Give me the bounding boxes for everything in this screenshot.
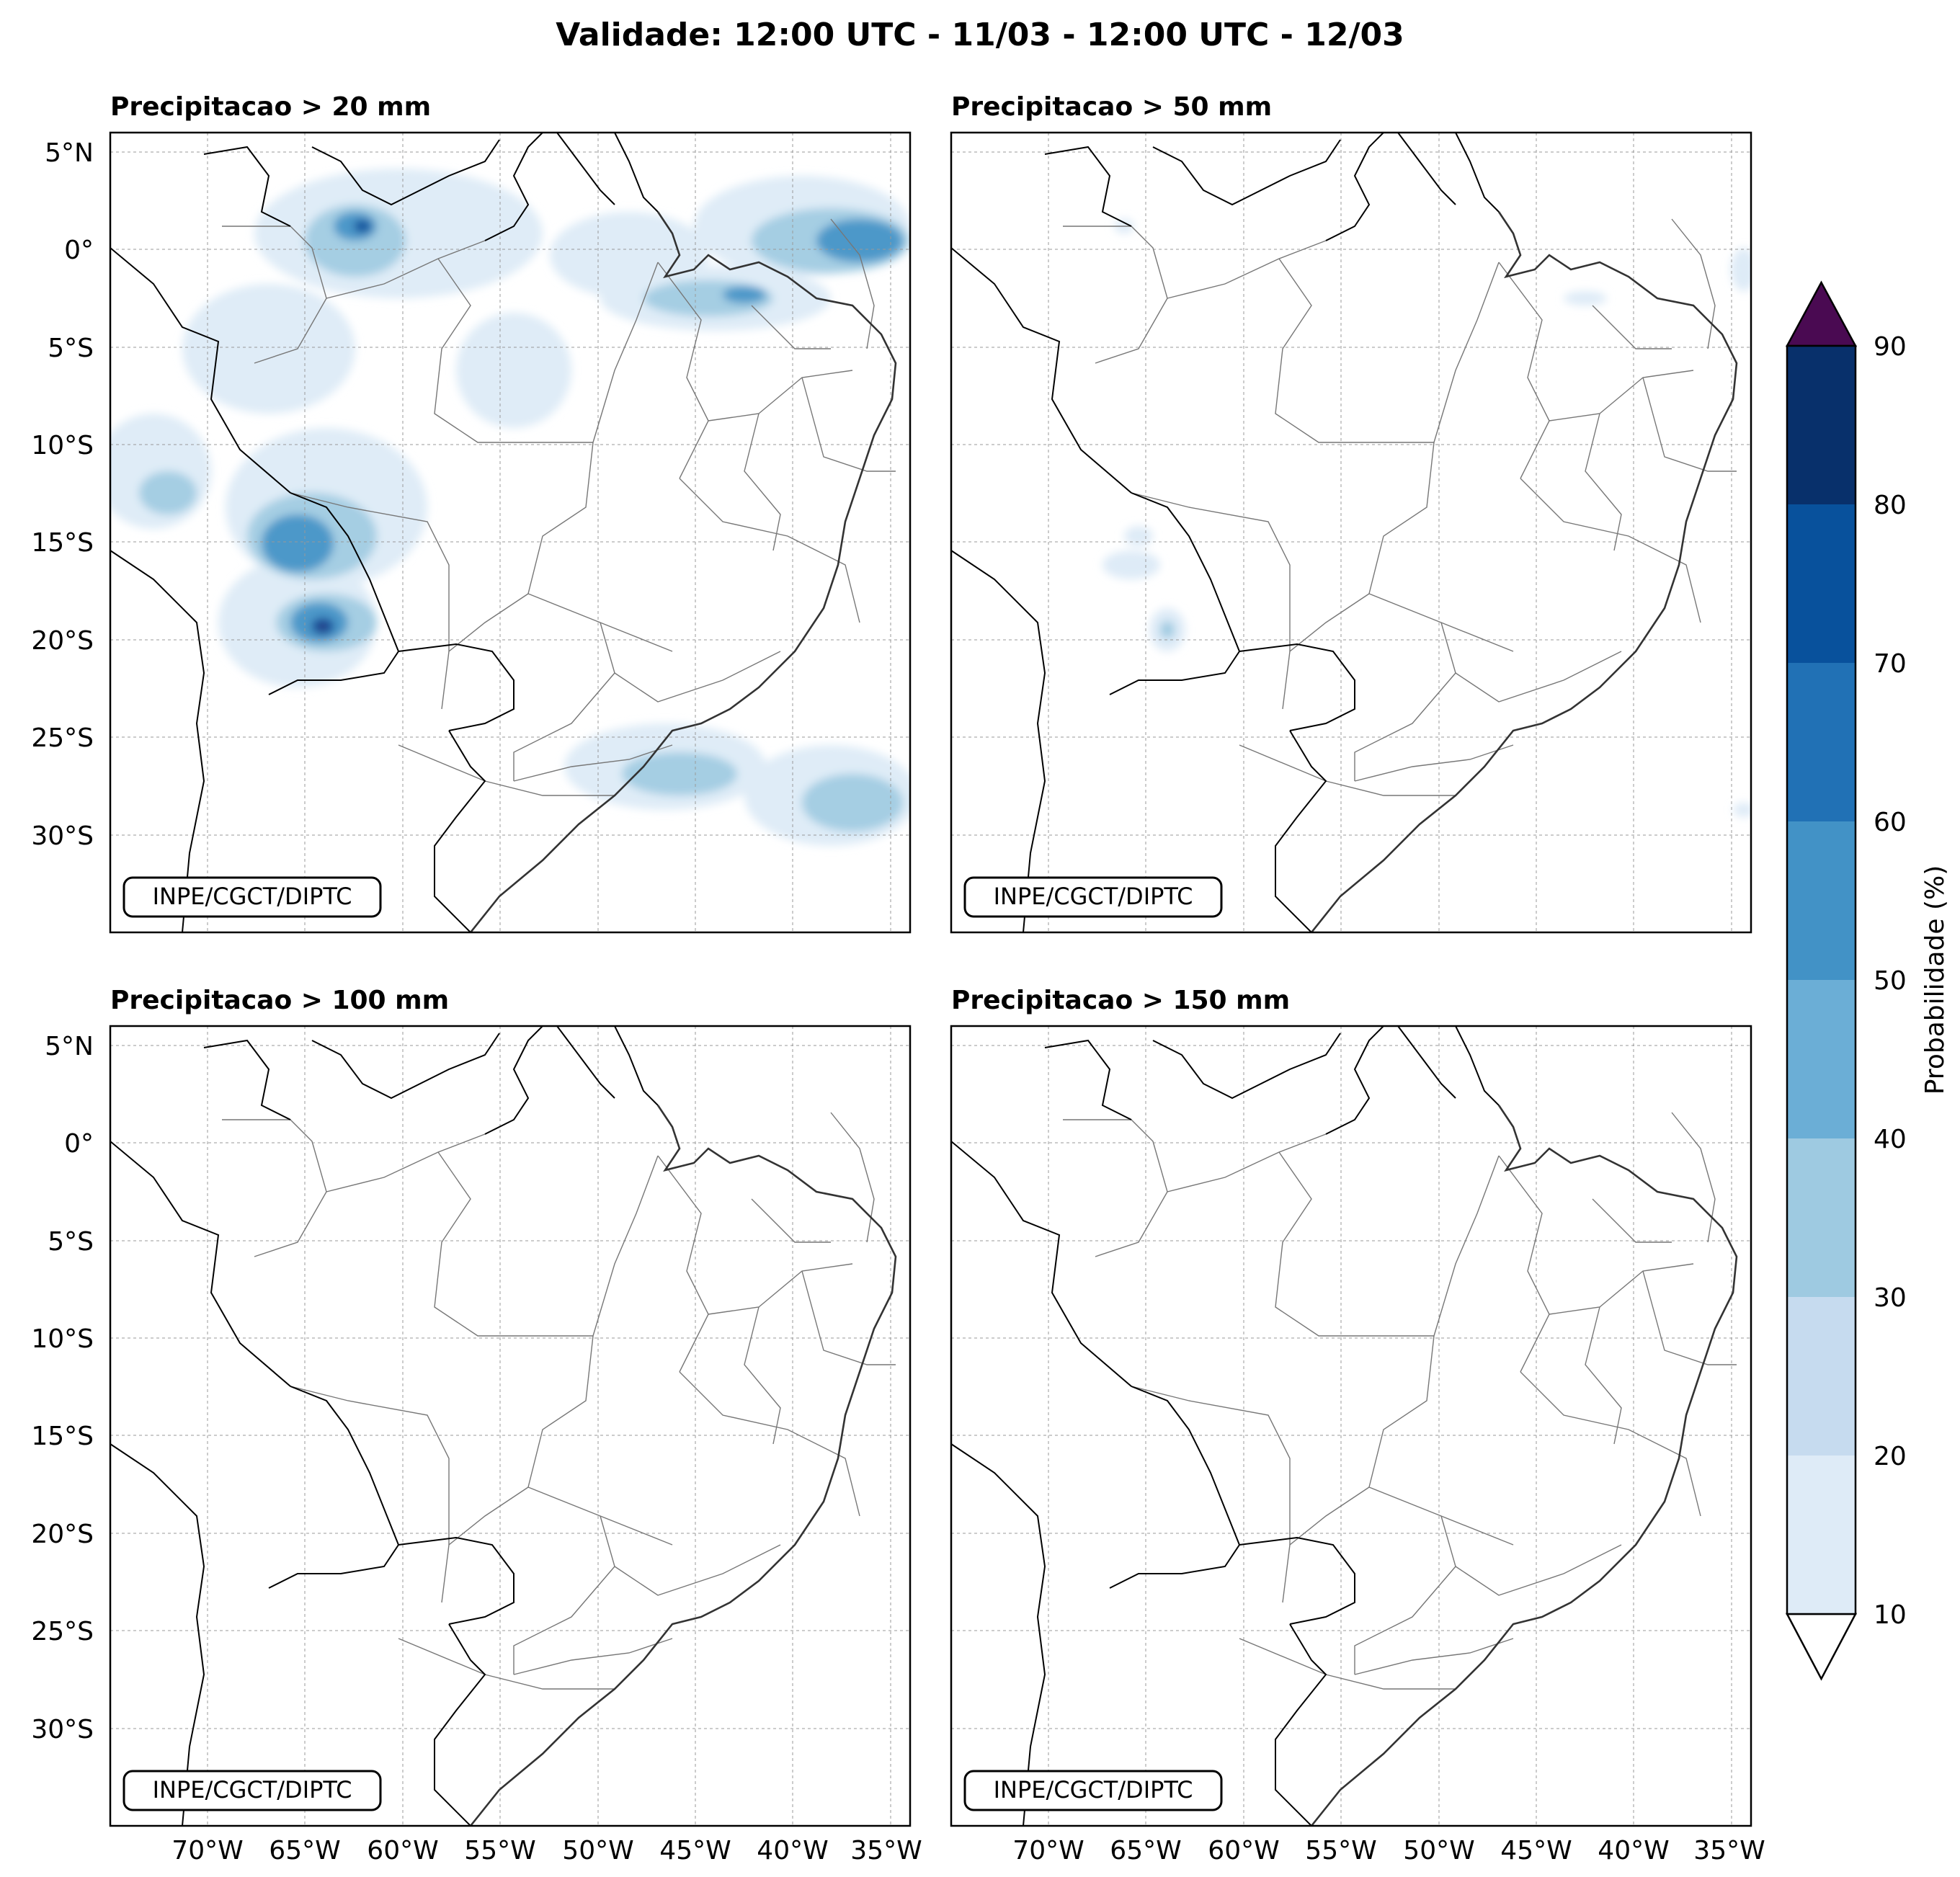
lat-tick-label: 20°S bbox=[31, 626, 94, 656]
lon-tick-label: 55°W bbox=[464, 1836, 535, 1865]
credit-box bbox=[963, 1770, 1223, 1811]
lat-tick-label: 25°S bbox=[31, 723, 94, 753]
lon-tick-label: 60°W bbox=[1208, 1836, 1279, 1865]
probability-field bbox=[110, 133, 910, 932]
lat-tick-label: 10°S bbox=[31, 431, 94, 460]
lon-tick-label: 65°W bbox=[269, 1836, 340, 1865]
colorbar-band bbox=[1787, 821, 1856, 980]
map-frame bbox=[950, 1025, 1752, 1827]
panel-title: Precipitacao > 100 mm bbox=[110, 986, 449, 1015]
colorbar-tick-label: 60 bbox=[1874, 808, 1907, 837]
probability-field bbox=[110, 1026, 910, 1826]
lat-tick-label: 30°S bbox=[31, 1715, 94, 1744]
lon-tick-label: 45°W bbox=[659, 1836, 731, 1865]
colorbar-tick-label: 30 bbox=[1874, 1283, 1907, 1313]
lon-tick-label: 70°W bbox=[1012, 1836, 1084, 1865]
lon-tick-label: 35°W bbox=[1693, 1836, 1765, 1865]
figure-title: Validade: 12:00 UTC - 11/03 - 12:00 UTC … bbox=[556, 17, 1404, 53]
colorbar-band bbox=[1787, 1455, 1856, 1614]
credit-box bbox=[122, 1770, 382, 1811]
panel-precip-150mm: Precipitacao > 150 mm INPE/CGCT/DIPTC 70… bbox=[950, 986, 1765, 1865]
lat-axis: 5°N 0° 5°S 10°S 15°S 20°S 25°S 30°S bbox=[31, 138, 94, 851]
colorbar-tick-label: 80 bbox=[1874, 491, 1907, 520]
colorbar-tick-label: 90 bbox=[1874, 332, 1907, 362]
colorbar-band bbox=[1787, 663, 1856, 821]
map-frame bbox=[950, 131, 1752, 934]
colorbar-band bbox=[1787, 1297, 1856, 1455]
lat-tick-label: 30°S bbox=[31, 821, 94, 851]
lon-tick-label: 45°W bbox=[1500, 1836, 1572, 1865]
credit-text: INPE/CGCT/DIPTC bbox=[153, 883, 352, 910]
lon-axis: 70°W 65°W 60°W 55°W 50°W 45°W 40°W 35°W bbox=[1012, 1836, 1765, 1865]
lat-tick-label: 5°S bbox=[48, 334, 94, 363]
colorbar-tick-label: 70 bbox=[1874, 649, 1907, 679]
lon-tick-label: 40°W bbox=[1598, 1836, 1669, 1865]
panel-title: Precipitacao > 50 mm bbox=[951, 92, 1272, 122]
colorbar-band bbox=[1787, 504, 1856, 663]
colorbar-band bbox=[1787, 1138, 1856, 1297]
lat-tick-label: 20°S bbox=[31, 1520, 94, 1549]
lon-tick-label: 65°W bbox=[1110, 1836, 1181, 1865]
colorbar-band bbox=[1787, 346, 1856, 504]
credit-text: INPE/CGCT/DIPTC bbox=[994, 883, 1193, 910]
map-frame bbox=[109, 131, 912, 934]
lon-tick-label: 60°W bbox=[367, 1836, 438, 1865]
lat-tick-label: 0° bbox=[64, 236, 94, 265]
lat-tick-label: 10°S bbox=[31, 1324, 94, 1354]
lon-tick-label: 50°W bbox=[1403, 1836, 1474, 1865]
panel-precip-50mm: Precipitacao > 50 mm INPE/CGCT/DIPTC bbox=[950, 92, 1752, 934]
lon-axis: 70°W 65°W 60°W 55°W 50°W 45°W 40°W 35°W bbox=[172, 1836, 922, 1865]
colorbar-tick-label: 20 bbox=[1874, 1442, 1907, 1471]
colorbar-ticks: 10 20 30 40 50 60 70 80 90 bbox=[1874, 332, 1907, 1630]
lon-tick-label: 55°W bbox=[1305, 1836, 1376, 1865]
credit-text: INPE/CGCT/DIPTC bbox=[994, 1776, 1193, 1804]
colorbar-over-triangle bbox=[1785, 280, 1858, 347]
lat-tick-label: 5°N bbox=[45, 1032, 94, 1061]
lat-axis: 5°N 0° 5°S 10°S 15°S 20°S 25°S 30°S bbox=[31, 1032, 94, 1744]
panel-title: Precipitacao > 150 mm bbox=[951, 986, 1290, 1015]
colorbar-band bbox=[1787, 980, 1856, 1138]
lat-tick-label: 15°S bbox=[31, 1422, 94, 1451]
panel-precip-100mm: Precipitacao > 100 mm INPE/CGCT/DIPTC 5°… bbox=[31, 986, 922, 1865]
panel-precip-20mm: Precipitacao > 20 mm INPE/CGCT/DIPTC 5°N… bbox=[31, 92, 912, 934]
credit-box bbox=[963, 876, 1223, 918]
lat-tick-label: 5°S bbox=[48, 1227, 94, 1257]
probability-field bbox=[951, 1026, 1751, 1826]
lon-tick-label: 50°W bbox=[562, 1836, 633, 1865]
lon-tick-label: 70°W bbox=[172, 1836, 243, 1865]
probability-field bbox=[951, 133, 1751, 932]
lon-tick-label: 40°W bbox=[757, 1836, 828, 1865]
map-frame bbox=[109, 1025, 912, 1827]
colorbar-tick-label: 10 bbox=[1874, 1600, 1907, 1630]
colorbar-tick-label: 40 bbox=[1874, 1125, 1907, 1154]
panel-title: Precipitacao > 20 mm bbox=[110, 92, 431, 122]
lat-tick-label: 15°S bbox=[31, 528, 94, 558]
lat-tick-label: 0° bbox=[64, 1129, 94, 1159]
credit-text: INPE/CGCT/DIPTC bbox=[153, 1776, 352, 1804]
colorbar-tick-label: 50 bbox=[1874, 966, 1907, 996]
lat-tick-label: 25°S bbox=[31, 1617, 94, 1646]
colorbar-frame bbox=[1786, 344, 1857, 1615]
colorbar-label: Probabilidade (%) bbox=[1920, 865, 1950, 1095]
credit-box bbox=[122, 876, 382, 918]
colorbar-under-triangle bbox=[1785, 1613, 1858, 1681]
colorbar: 10 20 30 40 50 60 70 80 90 Probabilidade… bbox=[1785, 280, 1950, 1681]
lon-tick-label: 35°W bbox=[850, 1836, 922, 1865]
lat-tick-label: 5°N bbox=[45, 138, 94, 168]
